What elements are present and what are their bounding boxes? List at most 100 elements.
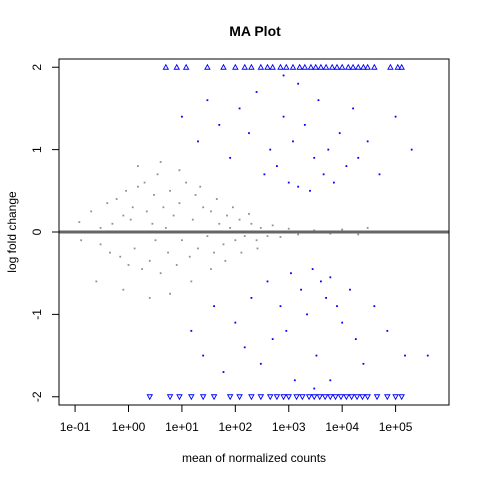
point-clipped-high — [307, 63, 315, 70]
point-clipped-low — [384, 394, 391, 401]
point — [159, 161, 162, 163]
point — [202, 354, 205, 357]
x-tick-label: 1e+00 — [112, 420, 146, 434]
point — [199, 185, 202, 188]
point — [271, 224, 274, 227]
point-clipped-low — [353, 394, 361, 401]
point — [218, 124, 221, 126]
point — [282, 74, 285, 77]
point — [259, 362, 262, 365]
point — [99, 243, 102, 246]
point — [250, 222, 253, 225]
point — [145, 210, 148, 213]
point — [127, 264, 130, 266]
point-clipped-low — [210, 394, 218, 401]
point — [279, 236, 282, 238]
y-tick-label: 0 — [30, 228, 44, 235]
y-tick-label: -1 — [30, 309, 44, 320]
point-clipped-high — [283, 63, 290, 70]
x-tick-label: 1e-01 — [60, 420, 91, 434]
point-clipped-low — [146, 394, 154, 401]
point — [137, 185, 139, 188]
point-clipped-high — [364, 63, 371, 70]
point — [151, 222, 154, 225]
point — [181, 115, 183, 118]
point-clipped-high — [344, 63, 352, 70]
point — [210, 268, 212, 270]
point — [306, 313, 308, 316]
point — [282, 115, 285, 118]
point — [386, 329, 389, 332]
point — [263, 173, 266, 176]
point — [287, 227, 290, 230]
point-clipped-high — [301, 63, 309, 70]
point — [341, 228, 344, 231]
point — [197, 247, 199, 250]
point-clipped-high — [220, 63, 227, 70]
point-clipped-high — [394, 63, 402, 70]
x-axis: 1e-01 1e+00 1e+01 1e+02 1e+03 1e+04 1e+05 — [60, 404, 413, 434]
point — [122, 288, 125, 291]
point-clipped-low — [364, 394, 371, 401]
point — [175, 264, 178, 266]
point — [256, 247, 259, 250]
point — [329, 232, 332, 235]
point — [206, 99, 209, 102]
point — [162, 206, 165, 209]
point-clipped-low — [343, 394, 350, 401]
point — [222, 243, 225, 246]
point — [266, 280, 269, 283]
point — [315, 354, 318, 357]
chart-title: MA Plot — [229, 23, 281, 39]
point — [238, 218, 241, 221]
point — [141, 268, 144, 270]
point — [354, 338, 357, 340]
point — [259, 226, 262, 229]
point — [317, 99, 320, 102]
point — [90, 210, 93, 213]
point — [357, 233, 360, 236]
point — [122, 214, 125, 217]
point — [266, 235, 269, 238]
y-tick-label: 2 — [30, 64, 44, 71]
point — [290, 272, 292, 275]
point — [322, 173, 325, 176]
point-clipped-low — [327, 394, 334, 401]
point-clipped-high — [328, 63, 336, 70]
point-clipped-high — [312, 63, 319, 70]
series-significant_clipped_high — [162, 63, 405, 70]
x-tick-label: 1e+01 — [165, 420, 199, 434]
point-clipped-low — [266, 394, 274, 401]
series-non_significant — [78, 161, 369, 299]
point — [148, 297, 151, 299]
point — [313, 156, 316, 159]
point — [292, 140, 294, 143]
point-clipped-high — [349, 63, 357, 70]
point — [106, 202, 109, 205]
point — [309, 189, 311, 192]
point-clipped-low — [316, 394, 323, 401]
point — [111, 222, 114, 225]
x-tick-label: 1e+04 — [325, 420, 359, 434]
point — [297, 82, 300, 85]
point — [269, 148, 272, 151]
point — [181, 239, 183, 242]
point — [125, 189, 127, 192]
point — [229, 226, 232, 229]
point-clipped-high — [248, 63, 255, 70]
point — [80, 239, 83, 242]
point — [341, 321, 344, 324]
point-clipped-high — [241, 63, 249, 70]
point — [349, 288, 351, 291]
series-significant_clipped_low — [146, 394, 405, 401]
point-clipped-low — [273, 394, 281, 401]
point-clipped-low — [285, 394, 293, 401]
point — [143, 181, 146, 184]
point — [279, 305, 282, 308]
point — [313, 387, 316, 390]
point — [271, 338, 274, 340]
point — [178, 169, 181, 172]
x-tick-label: 1e+05 — [379, 420, 413, 434]
point — [215, 198, 218, 200]
